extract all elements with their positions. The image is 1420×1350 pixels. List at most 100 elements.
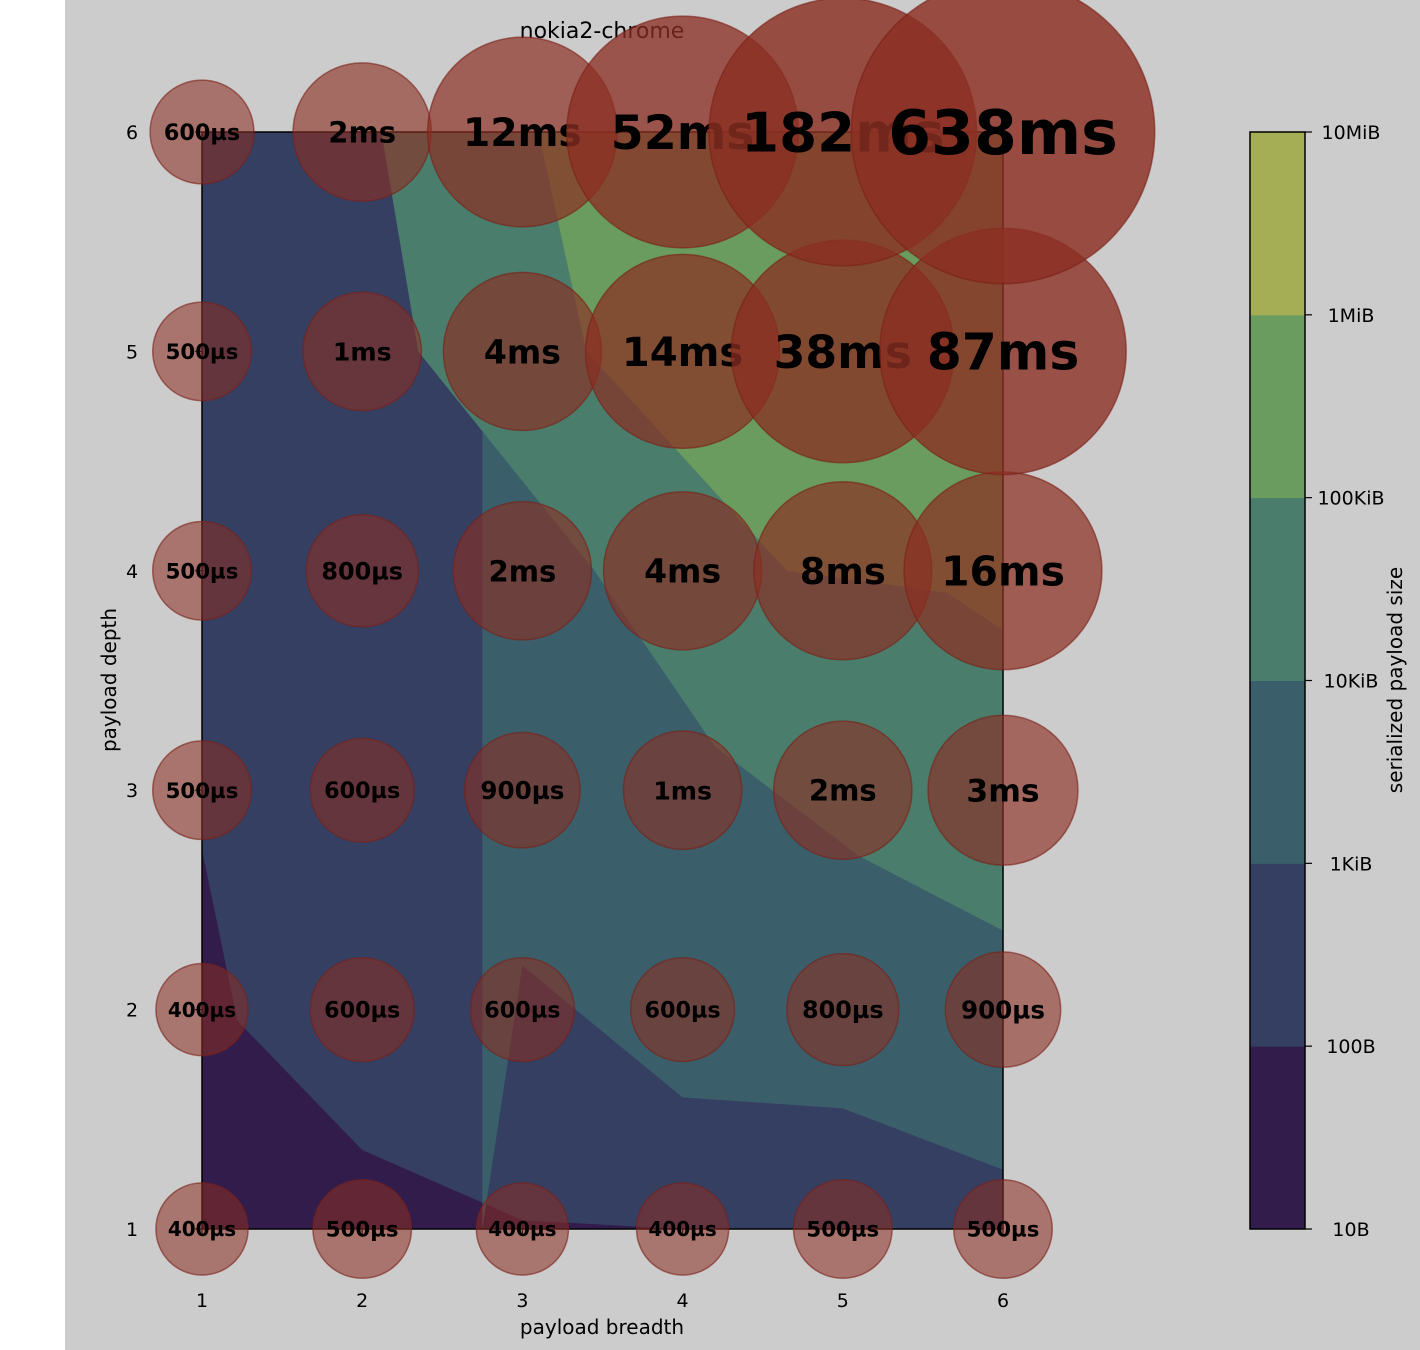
bubble: 4ms <box>442 271 603 432</box>
bubble: 8ms <box>753 481 933 661</box>
bubble: 2ms <box>452 500 593 641</box>
bubble-label: 500µs <box>967 1218 1040 1243</box>
bubble-circle <box>149 79 255 185</box>
bubble: 1ms <box>622 730 743 851</box>
bubble-label: 400µs <box>648 1217 716 1241</box>
bubble-circle <box>772 720 913 861</box>
bubble-label: 500µs <box>166 779 239 804</box>
bubble: 16ms <box>903 471 1103 671</box>
bubble-label: 2ms <box>488 554 556 588</box>
bubble-label: 600µs <box>644 998 720 1024</box>
bubble: 600µs <box>469 956 576 1063</box>
bubble: 500µs <box>151 740 253 841</box>
bubble-label: 1ms <box>653 776 712 805</box>
bubble-label: 500µs <box>166 559 239 584</box>
colorbar-tick-label: 100B <box>1326 1036 1375 1058</box>
bubble: 87ms <box>879 227 1127 476</box>
bubble: 800µs <box>305 514 419 628</box>
x-tick-label: 3 <box>516 1290 528 1312</box>
bubble-label: 1ms <box>333 337 392 366</box>
bubble: 600µs <box>309 956 415 1063</box>
bubble: 400µs <box>155 1182 249 1276</box>
bubble-circle <box>952 1178 1054 1280</box>
bubble-circle <box>151 301 253 402</box>
bubble-circle <box>463 731 581 849</box>
y-tick-label: 2 <box>126 1000 138 1022</box>
y-tick-label: 3 <box>126 780 138 802</box>
bubble-label: 900µs <box>480 776 564 805</box>
bubble-circle <box>155 962 249 1057</box>
bubble-circle <box>629 956 736 1063</box>
colorbar-tick-label: 1KiB <box>1330 853 1373 875</box>
y-tick-label: 5 <box>126 341 138 363</box>
bubble: 500µs <box>952 1178 1054 1280</box>
bubble-circle <box>927 714 1079 866</box>
colorbar-band <box>1250 314 1305 499</box>
bubble-label: 600µs <box>164 120 240 146</box>
colorbar-tick-label: 10B <box>1332 1219 1369 1241</box>
bubble: 500µs <box>312 1178 413 1280</box>
bubble-label: 600µs <box>324 778 400 804</box>
bubble: 500µs <box>792 1178 893 1280</box>
y-axis-label: payload depth <box>97 608 121 752</box>
x-tick-label: 1 <box>196 1290 208 1312</box>
bubble: 800µs <box>786 952 900 1067</box>
bubble-label: 400µs <box>488 1217 556 1241</box>
bubble-label: 14ms <box>622 330 743 376</box>
bubble: 500µs <box>151 520 253 621</box>
bubble: 3ms <box>927 714 1079 866</box>
bubble-label: 400µs <box>168 1217 236 1241</box>
colorbar-band <box>1250 863 1305 1047</box>
bubble-circle <box>944 951 1062 1069</box>
x-tick-label: 6 <box>997 1290 1009 1312</box>
bubble: 400µs <box>155 962 249 1057</box>
bubble-label: 2ms <box>809 774 877 808</box>
bubble-label: 16ms <box>941 548 1065 596</box>
y-tick-label: 1 <box>126 1219 138 1241</box>
bubble: 1ms <box>302 291 423 412</box>
bubble-label: 87ms <box>927 323 1080 382</box>
bubble-label: 638ms <box>888 97 1118 169</box>
bubble-circle <box>302 291 423 412</box>
x-tick-label: 2 <box>356 1290 368 1312</box>
bubble: 600µs <box>149 79 255 185</box>
colorbar: 10B 100B 1KiB 10KiB 100KiB 1MiB 10MiB <box>1249 122 1385 1241</box>
bubble: 400µs <box>475 1182 570 1276</box>
bubble-circle <box>155 1182 249 1276</box>
bubble-circle <box>850 0 1156 285</box>
bubble: 900µs <box>463 731 581 849</box>
colorbar-band <box>1250 132 1305 316</box>
bubble-circle <box>309 956 415 1063</box>
bubble-label: 500µs <box>806 1218 879 1243</box>
bubble-label: 800µs <box>321 557 403 585</box>
y-tick-label: 4 <box>126 561 138 583</box>
bubble-circle <box>309 737 415 843</box>
bubble-label: 3ms <box>966 774 1039 810</box>
x-tick-label: 4 <box>677 1290 689 1312</box>
bubble-circle <box>151 740 253 841</box>
bubble: 638ms <box>850 0 1156 285</box>
bubble: 4ms <box>602 490 763 651</box>
bubble-circle <box>469 956 576 1063</box>
colorbar-label: serialized payload size <box>1383 567 1407 793</box>
bubble: 500µs <box>151 301 253 402</box>
bubble-circle <box>151 520 253 621</box>
bubble-circle <box>305 514 419 628</box>
colorbar-tick-label: 10MiB <box>1322 122 1381 144</box>
bubble-label: 4ms <box>644 552 721 591</box>
bubble-label: 500µs <box>166 340 239 365</box>
bubble: 900µs <box>944 951 1062 1069</box>
bubble: 600µs <box>309 737 415 843</box>
bubble-circle <box>635 1182 730 1276</box>
bubble-label: 400µs <box>168 998 236 1022</box>
bubble-label: 800µs <box>802 996 884 1024</box>
x-axis-label: payload breadth <box>520 1315 684 1339</box>
bubble-label: 4ms <box>484 332 561 371</box>
bubble-circle <box>452 500 593 641</box>
bubble-layer: 400µs 500µs 400µs 400µs 500µs 500µs 400µs 600µs… <box>149 0 1156 1280</box>
chart-canvas: nokia2-chrome payload breadth payload de… <box>97 0 1407 1339</box>
chart-figure: nokia2-chrome payload breadth payload de… <box>65 0 1420 1350</box>
bubble: 14ms <box>584 253 781 450</box>
colorbar-tick-label: 1MiB <box>1328 305 1375 327</box>
bubble-label: 600µs <box>484 998 560 1024</box>
